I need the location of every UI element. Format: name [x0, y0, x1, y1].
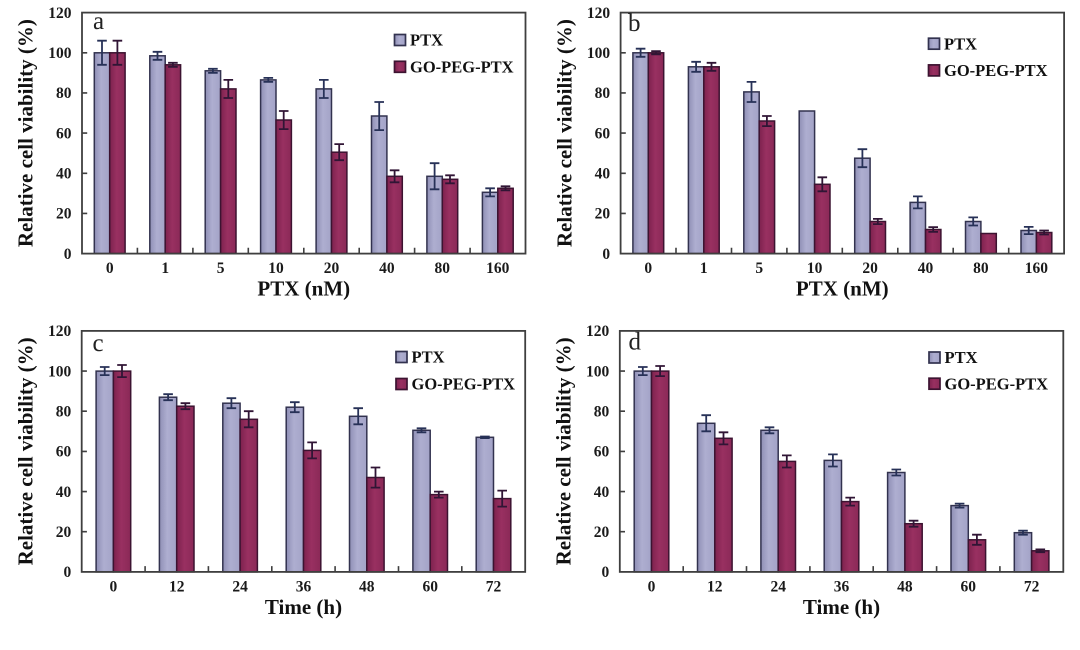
svg-text:100: 100 [48, 363, 72, 380]
svg-text:60: 60 [56, 444, 72, 461]
svg-text:PTX: PTX [410, 31, 443, 50]
svg-text:20: 20 [56, 524, 72, 541]
svg-text:PTX (nM): PTX (nM) [257, 277, 350, 301]
svg-text:a: a [93, 8, 104, 35]
svg-text:80: 80 [595, 85, 611, 102]
svg-text:60: 60 [961, 578, 977, 595]
svg-text:72: 72 [486, 578, 502, 595]
svg-text:40: 40 [594, 484, 610, 501]
svg-text:1: 1 [161, 260, 169, 277]
svg-text:Time (h): Time (h) [803, 595, 880, 619]
svg-text:Relative cell viability (%): Relative cell viability (%) [13, 337, 37, 565]
svg-text:100: 100 [586, 363, 610, 380]
svg-text:24: 24 [232, 578, 248, 595]
svg-text:80: 80 [973, 260, 989, 277]
svg-text:10: 10 [807, 260, 823, 277]
svg-text:0: 0 [110, 578, 118, 595]
svg-text:120: 120 [586, 323, 610, 340]
svg-text:Relative cell viability (%): Relative cell viability (%) [552, 19, 576, 247]
svg-text:GO-PEG-PTX: GO-PEG-PTX [410, 57, 514, 76]
svg-text:120: 120 [48, 323, 72, 340]
svg-text:GO-PEG-PTX: GO-PEG-PTX [944, 61, 1048, 80]
svg-text:12: 12 [169, 578, 185, 595]
svg-text:60: 60 [595, 125, 611, 142]
svg-text:20: 20 [324, 260, 340, 277]
svg-text:40: 40 [918, 260, 934, 277]
svg-text:0: 0 [602, 246, 610, 263]
svg-text:5: 5 [755, 260, 763, 277]
svg-text:20: 20 [594, 524, 610, 541]
svg-text:d: d [629, 328, 642, 355]
svg-text:PTX: PTX [945, 348, 978, 367]
svg-text:PTX (nM): PTX (nM) [796, 277, 889, 301]
svg-text:40: 40 [56, 166, 72, 183]
svg-text:48: 48 [897, 578, 913, 595]
svg-text:80: 80 [56, 404, 72, 421]
svg-text:40: 40 [595, 166, 611, 183]
svg-text:80: 80 [594, 404, 610, 421]
svg-text:160: 160 [1025, 260, 1049, 277]
svg-text:120: 120 [587, 5, 611, 22]
svg-text:60: 60 [594, 444, 610, 461]
svg-text:36: 36 [834, 578, 850, 595]
svg-text:Relative cell viability (%): Relative cell viability (%) [14, 19, 38, 247]
svg-text:36: 36 [296, 578, 312, 595]
svg-text:60: 60 [422, 578, 438, 595]
svg-text:0: 0 [648, 578, 656, 595]
svg-text:GO-PEG-PTX: GO-PEG-PTX [945, 374, 1049, 393]
svg-text:20: 20 [862, 260, 878, 277]
svg-text:80: 80 [435, 260, 451, 277]
svg-text:c: c [93, 330, 104, 357]
svg-text:Relative cell viability (%): Relative cell viability (%) [552, 337, 576, 565]
svg-text:24: 24 [770, 578, 786, 595]
svg-text:PTX: PTX [944, 34, 977, 53]
svg-text:0: 0 [106, 260, 114, 277]
svg-text:12: 12 [707, 578, 723, 595]
svg-text:0: 0 [602, 564, 610, 581]
svg-text:40: 40 [56, 484, 72, 501]
svg-text:20: 20 [595, 206, 611, 223]
svg-text:100: 100 [48, 45, 72, 62]
svg-text:20: 20 [56, 206, 72, 223]
svg-text:100: 100 [587, 45, 611, 62]
svg-text:80: 80 [56, 85, 72, 102]
svg-text:120: 120 [48, 5, 72, 22]
svg-text:0: 0 [63, 564, 71, 581]
svg-text:160: 160 [486, 260, 510, 277]
svg-text:GO-PEG-PTX: GO-PEG-PTX [412, 375, 516, 394]
svg-text:72: 72 [1024, 578, 1040, 595]
svg-text:0: 0 [64, 246, 72, 263]
svg-text:10: 10 [268, 260, 284, 277]
svg-text:0: 0 [644, 260, 652, 277]
svg-text:60: 60 [56, 125, 72, 142]
svg-text:40: 40 [379, 260, 395, 277]
svg-text:PTX: PTX [412, 348, 445, 367]
svg-text:b: b [628, 10, 641, 37]
svg-text:Time (h): Time (h) [265, 595, 342, 619]
svg-text:1: 1 [700, 260, 708, 277]
svg-text:5: 5 [217, 260, 225, 277]
svg-text:48: 48 [359, 578, 375, 595]
